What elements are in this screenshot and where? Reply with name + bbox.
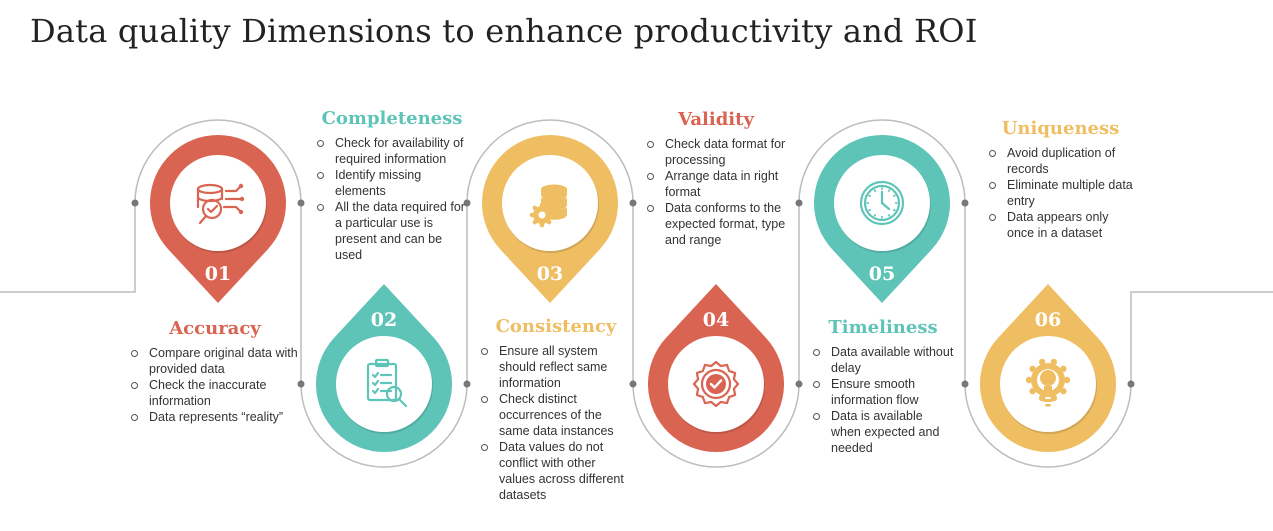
dimension-validity: Validity Check data format for processin… [646, 109, 786, 248]
dimension-heading: Consistency [495, 316, 617, 337]
dimension-number: 05 [869, 263, 895, 285]
bullet-point: Ensure all system should reflect same in… [480, 343, 632, 391]
badge-check-icon [692, 360, 740, 408]
bullet-point: Check distinct occurrences of the same d… [480, 391, 632, 439]
connector-dot [961, 380, 969, 388]
bullet-point: Data represents “reality” [130, 409, 300, 425]
connector-dot [795, 199, 803, 207]
dimension-timeliness: Timeliness Data available without delay … [812, 317, 954, 456]
dimension-heading: Validity [678, 109, 754, 130]
connector-dot [629, 380, 637, 388]
bullet-point: Arrange data in right format [646, 168, 786, 200]
lightbulb-gear-icon [1025, 358, 1071, 407]
dimension-completeness: Completeness Check for availability of r… [316, 108, 468, 263]
clipboard-search-icon [366, 358, 408, 408]
bullet-point: Ensure smooth information flow [812, 376, 954, 408]
connector-dot [629, 199, 637, 207]
dimension-heading: Completeness [321, 108, 463, 129]
dimension-drop-03 [482, 135, 618, 303]
bullet-point: Data available without delay [812, 344, 954, 376]
bullet-point: Avoid duplication of records [988, 145, 1133, 177]
connector-dot [795, 380, 803, 388]
connector-dot [297, 380, 305, 388]
dimension-drop-01 [150, 135, 286, 303]
dimension-drop-04 [648, 284, 784, 453]
connector-dot [131, 199, 139, 207]
dimension-number: 03 [537, 263, 563, 285]
dimension-uniqueness: Uniqueness Avoid duplication of records … [988, 118, 1133, 241]
bullet-point: Eliminate multiple data entry [988, 177, 1133, 209]
dimension-number: 04 [703, 309, 729, 331]
dimension-drop-05 [814, 134, 950, 303]
page-title: Data quality Dimensions to enhance produ… [30, 12, 978, 50]
dimension-number: 06 [1035, 309, 1061, 331]
dimension-consistency: Consistency Ensure all system should ref… [480, 316, 632, 503]
bullet-point: Check for availability of required infor… [316, 135, 468, 167]
dimension-heading: Uniqueness [1001, 118, 1120, 139]
connector-dot [1127, 380, 1135, 388]
connector-line [0, 119, 1273, 468]
dimension-number: 01 [205, 263, 231, 285]
bullet-point: Data conforms to the expected format, ty… [646, 200, 786, 248]
dimension-number: 02 [371, 309, 397, 331]
database-check-icon [196, 183, 245, 225]
bullet-point: Data appears only once in a dataset [988, 209, 1133, 241]
connector-dot [297, 199, 305, 207]
bullet-point: Check the inaccurate information [130, 377, 300, 409]
bullet-point: Compare original data with provided data [130, 345, 300, 377]
dimension-heading: Timeliness [828, 317, 938, 338]
dimension-drop-02 [316, 284, 452, 453]
bullet-point: All the data required for a particular u… [316, 199, 468, 263]
connector-dot [463, 199, 471, 207]
database-gear-icon [529, 184, 568, 228]
dimension-drop-06 [979, 284, 1116, 453]
connector-dot [463, 380, 471, 388]
clock-icon [859, 180, 905, 226]
bullet-point: Data values do not conflict with other v… [480, 439, 632, 503]
bullet-point: Data is available when expected and need… [812, 408, 954, 456]
connector-dot [961, 199, 969, 207]
bullet-point: Identify missing elements [316, 167, 468, 199]
dimension-accuracy: Accuracy Compare original data with prov… [130, 318, 300, 425]
bullet-point: Check data format for processing [646, 136, 786, 168]
dimension-heading: Accuracy [169, 318, 261, 339]
